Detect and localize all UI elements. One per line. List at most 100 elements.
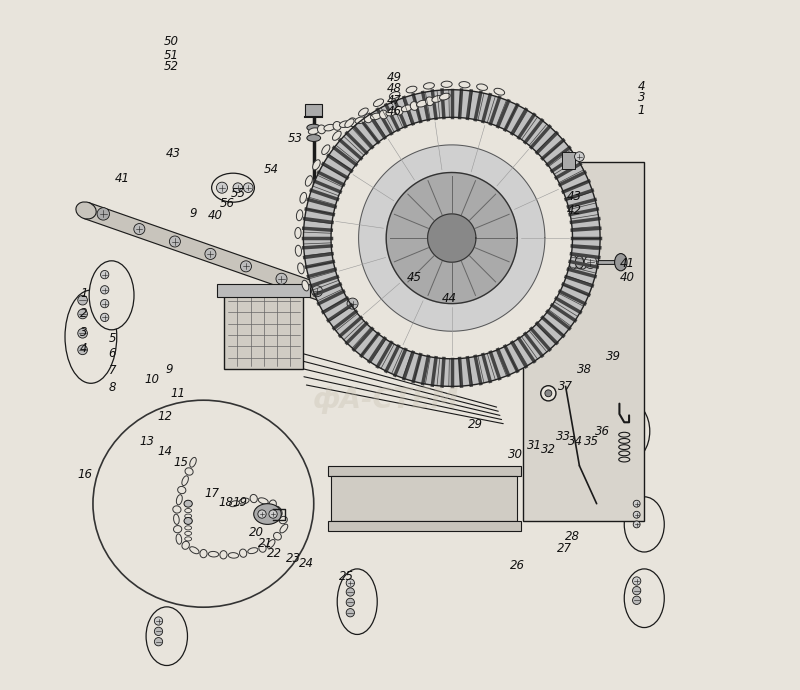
Ellipse shape (184, 500, 192, 507)
Text: 53: 53 (288, 132, 302, 144)
Ellipse shape (274, 533, 282, 540)
Text: 1: 1 (638, 104, 646, 117)
Text: 6: 6 (109, 348, 116, 360)
Circle shape (154, 617, 162, 625)
Ellipse shape (230, 501, 239, 506)
Ellipse shape (459, 81, 470, 88)
Ellipse shape (76, 202, 96, 219)
Ellipse shape (184, 518, 192, 524)
Text: 12: 12 (158, 410, 173, 422)
Ellipse shape (355, 117, 366, 124)
Text: 29: 29 (469, 418, 483, 431)
Polygon shape (303, 90, 600, 386)
Text: 46: 46 (387, 106, 402, 118)
Ellipse shape (370, 113, 382, 120)
Ellipse shape (410, 101, 418, 110)
Text: 36: 36 (594, 425, 610, 437)
Ellipse shape (364, 114, 372, 123)
Ellipse shape (338, 569, 378, 635)
Ellipse shape (374, 99, 383, 106)
Text: фА-СТЕМ: фА-СТЕМ (313, 386, 459, 414)
Ellipse shape (298, 263, 304, 274)
Polygon shape (358, 145, 545, 331)
Circle shape (241, 261, 251, 272)
Circle shape (346, 609, 354, 617)
Bar (523, 162, 643, 521)
Ellipse shape (390, 92, 400, 99)
Text: 37: 37 (558, 380, 573, 393)
Ellipse shape (541, 386, 556, 401)
Text: 32: 32 (541, 444, 556, 456)
Circle shape (154, 638, 162, 646)
Ellipse shape (545, 390, 552, 397)
Text: 35: 35 (584, 435, 599, 448)
Text: 52: 52 (163, 61, 178, 73)
Ellipse shape (174, 526, 182, 533)
Text: 4: 4 (638, 80, 646, 92)
Polygon shape (386, 172, 518, 304)
Text: 14: 14 (158, 446, 173, 458)
Text: 55: 55 (230, 187, 246, 199)
Circle shape (346, 579, 354, 587)
Ellipse shape (254, 504, 282, 524)
Ellipse shape (307, 135, 321, 141)
Ellipse shape (300, 193, 306, 204)
Text: 26: 26 (510, 560, 525, 572)
Circle shape (134, 224, 145, 235)
Text: 43: 43 (566, 190, 582, 203)
Text: 49: 49 (387, 71, 402, 83)
Text: 10: 10 (144, 373, 159, 386)
Circle shape (243, 183, 253, 193)
Text: 1: 1 (80, 287, 88, 299)
Text: 42: 42 (566, 204, 582, 217)
Circle shape (347, 298, 358, 309)
Bar (562, 152, 574, 169)
Ellipse shape (176, 495, 182, 505)
Ellipse shape (248, 548, 258, 553)
Text: 33: 33 (556, 430, 571, 442)
Bar (331, 476, 518, 521)
Polygon shape (331, 117, 573, 359)
Circle shape (97, 208, 110, 220)
Ellipse shape (349, 118, 357, 127)
Text: 31: 31 (527, 439, 542, 451)
Bar (224, 290, 303, 369)
Circle shape (78, 345, 87, 355)
Text: 51: 51 (163, 49, 178, 61)
Text: 24: 24 (299, 558, 314, 570)
Ellipse shape (306, 176, 313, 186)
Text: 22: 22 (267, 547, 282, 560)
Ellipse shape (426, 97, 434, 106)
Text: 25: 25 (338, 570, 354, 582)
Text: 3: 3 (638, 92, 646, 104)
Text: 40: 40 (207, 209, 222, 221)
Text: 18: 18 (218, 496, 234, 509)
Circle shape (205, 248, 216, 259)
Ellipse shape (176, 534, 182, 544)
Polygon shape (83, 203, 444, 342)
Text: 56: 56 (220, 197, 235, 210)
Ellipse shape (624, 497, 664, 552)
Circle shape (233, 183, 242, 193)
Ellipse shape (614, 254, 627, 271)
Text: 50: 50 (163, 35, 178, 48)
Text: 2: 2 (80, 308, 88, 320)
Circle shape (78, 328, 87, 338)
Ellipse shape (228, 553, 238, 558)
Circle shape (101, 299, 109, 308)
Text: 8: 8 (109, 382, 116, 394)
Ellipse shape (624, 569, 664, 628)
Circle shape (633, 577, 641, 585)
Ellipse shape (295, 245, 302, 256)
Text: 15: 15 (174, 456, 189, 469)
Text: 20: 20 (249, 526, 264, 539)
Ellipse shape (406, 86, 417, 93)
Ellipse shape (65, 290, 117, 384)
Ellipse shape (178, 486, 186, 493)
Circle shape (346, 588, 354, 596)
Text: 7: 7 (109, 364, 116, 377)
Ellipse shape (333, 121, 341, 130)
Ellipse shape (239, 549, 246, 558)
Text: 39: 39 (606, 351, 622, 363)
Ellipse shape (173, 506, 181, 513)
